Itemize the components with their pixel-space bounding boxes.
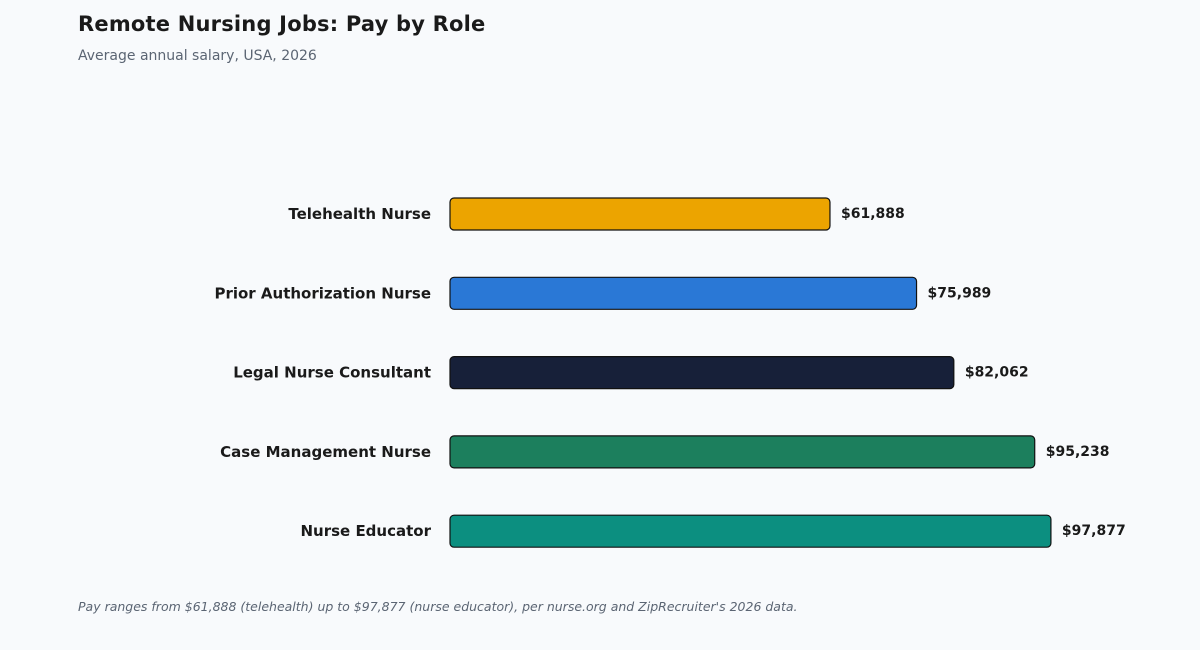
category-label-legal-nurse-consultant: Legal Nurse Consultant [233,364,431,382]
category-label-telehealth-nurse: Telehealth Nurse [288,205,431,223]
bar-legal-nurse-consultant [449,356,955,390]
category-label-nurse-educator: Nurse Educator [300,522,431,540]
category-label-case-management-nurse: Case Management Nurse [220,443,431,461]
value-label-nurse-educator: $97,877 [1062,523,1126,539]
value-label-case-management-nurse: $95,238 [1046,444,1110,460]
chart-subtitle: Average annual salary, USA, 2026 [78,48,317,64]
value-label-telehealth-nurse: $61,888 [841,206,905,222]
value-label-prior-authorization-nurse: $75,989 [928,285,992,301]
chart-title: Remote Nursing Jobs: Pay by Role [78,12,486,36]
chart-footnote: Pay ranges from $61,888 (telehealth) up … [78,599,798,614]
bar-nurse-educator [449,514,1052,548]
bar-telehealth-nurse [449,197,831,231]
bar-case-management-nurse [449,435,1036,469]
category-label-prior-authorization-nurse: Prior Authorization Nurse [214,284,431,302]
bar-prior-authorization-nurse [449,276,918,310]
value-label-legal-nurse-consultant: $82,062 [965,365,1029,381]
